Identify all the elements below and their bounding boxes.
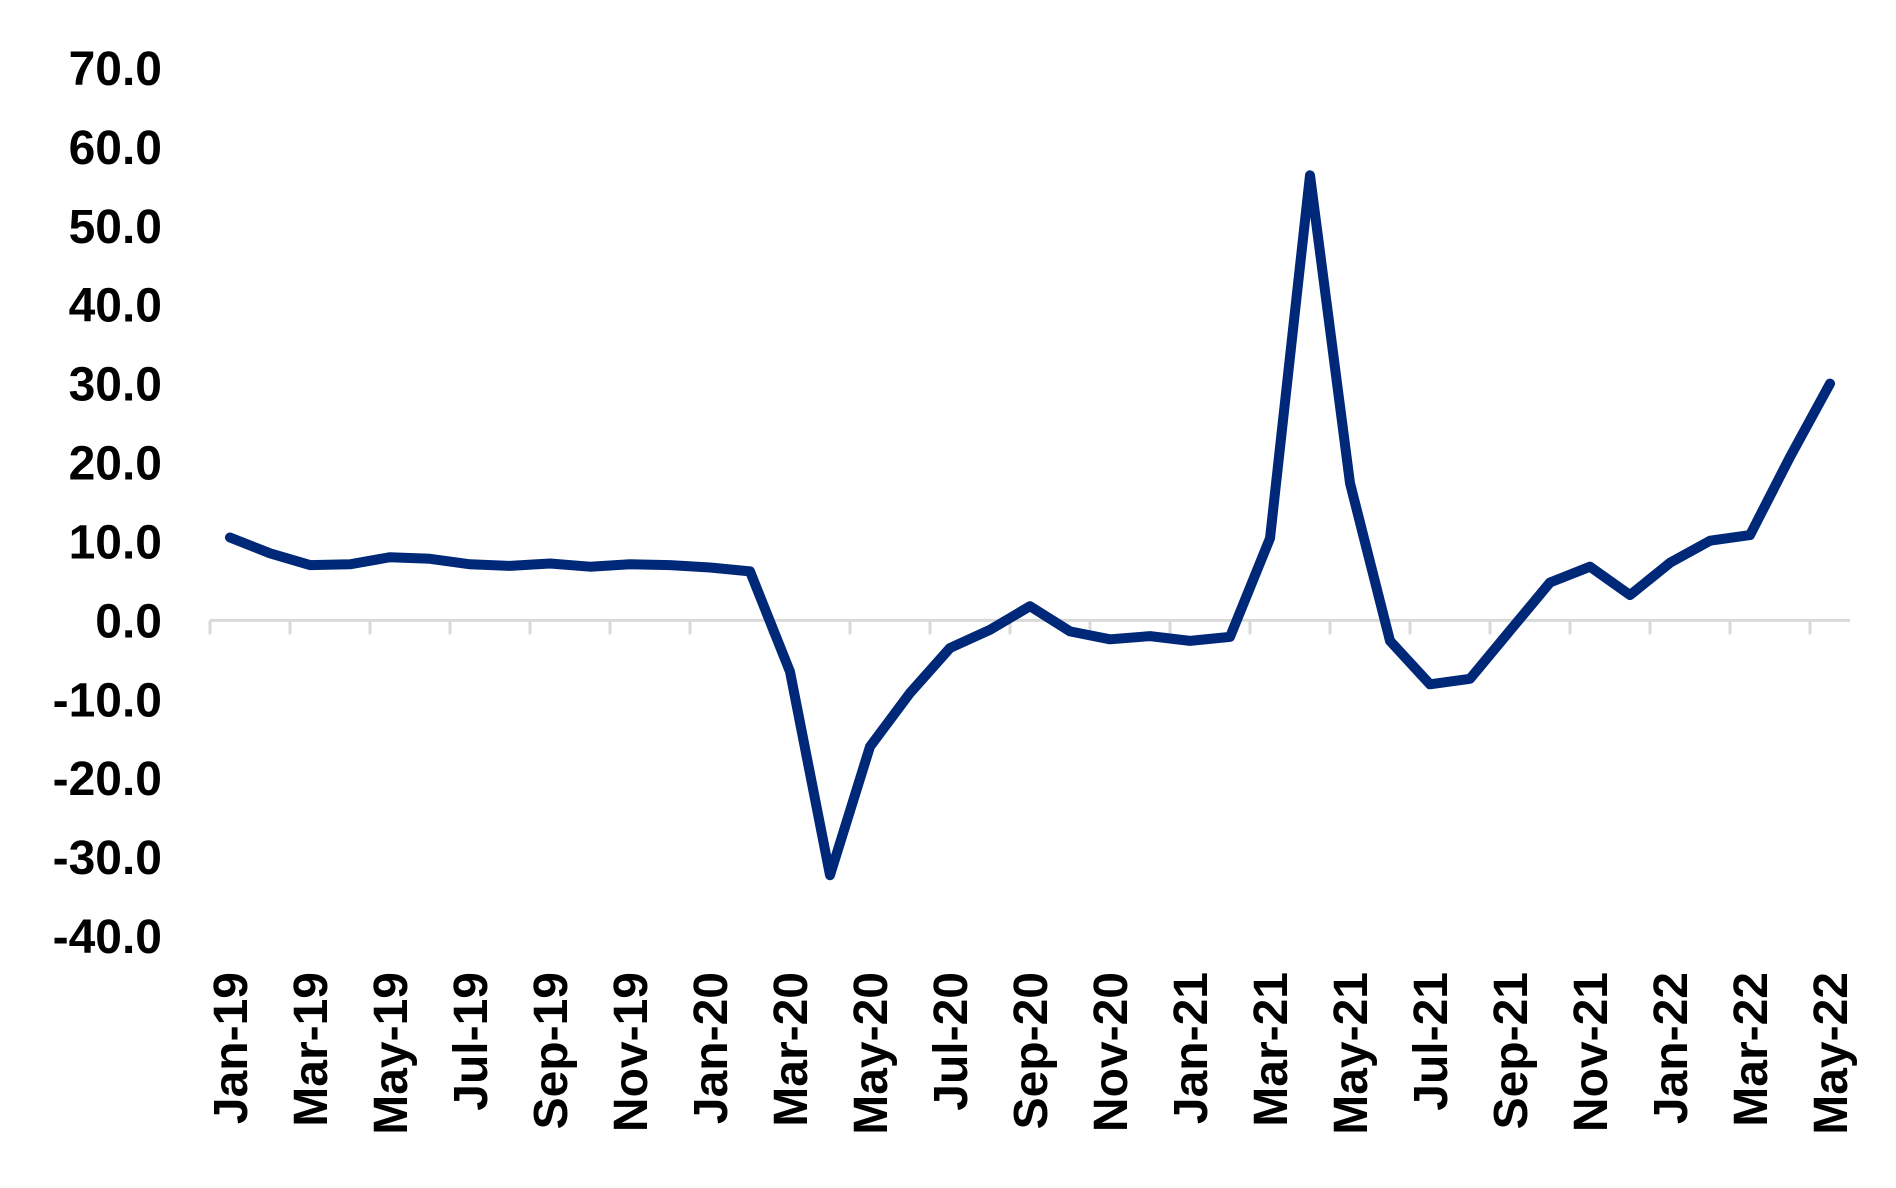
y-tick-label: -10.0 xyxy=(53,674,162,727)
y-tick-label: 40.0 xyxy=(69,280,162,333)
series-line xyxy=(230,175,1830,875)
x-tick-label: Jan-22 xyxy=(1645,972,1698,1124)
y-tick-label: 10.0 xyxy=(69,516,162,569)
x-axis-tick-labels: Jan-19 Mar-19 May-19 Jul-19 Sep-19 Nov-19 Jan-… xyxy=(205,972,1858,1135)
x-tick-label: May-21 xyxy=(1325,972,1378,1135)
x-tick-label: May-19 xyxy=(365,972,418,1135)
y-tick-label: 30.0 xyxy=(69,359,162,412)
y-tick-label: -20.0 xyxy=(53,753,162,806)
x-tick-label: May-22 xyxy=(1805,972,1858,1135)
y-tick-label: 60.0 xyxy=(69,122,162,175)
x-axis xyxy=(210,620,1850,634)
x-tick-label: Nov-20 xyxy=(1085,972,1138,1132)
x-tick-label: Sep-20 xyxy=(1005,972,1058,1129)
x-tick-label: Sep-19 xyxy=(525,972,578,1129)
series-layer xyxy=(230,175,1830,875)
x-tick-label: Sep-21 xyxy=(1485,972,1538,1129)
x-tick-label: Jul-20 xyxy=(925,972,978,1111)
y-tick-label: 20.0 xyxy=(69,438,162,491)
y-tick-label: 0.0 xyxy=(95,595,162,648)
x-tick-label: Jul-19 xyxy=(445,972,498,1111)
x-tick-label: Jan-21 xyxy=(1165,972,1218,1124)
y-tick-label: -30.0 xyxy=(53,832,162,885)
y-tick-label: 50.0 xyxy=(69,201,162,254)
x-tick-label: May-20 xyxy=(845,972,898,1135)
x-tick-label: Mar-22 xyxy=(1725,972,1778,1127)
x-tick-label: Nov-21 xyxy=(1565,972,1618,1132)
y-axis-tick-labels: 70.0 60.0 50.0 40.0 30.0 20.0 10.0 0.0 -10.0 -20.… xyxy=(53,43,162,964)
x-tick-label: Mar-19 xyxy=(285,972,338,1127)
x-tick-label: Mar-21 xyxy=(1245,972,1298,1127)
x-tick-label: Nov-19 xyxy=(605,972,658,1132)
x-tick-label: Jan-19 xyxy=(205,972,258,1124)
y-tick-label: 70.0 xyxy=(69,43,162,96)
x-tick-label: Jul-21 xyxy=(1405,972,1458,1111)
x-tick-label: Jan-20 xyxy=(685,972,738,1124)
x-tick-label: Mar-20 xyxy=(765,972,818,1127)
y-tick-label: -40.0 xyxy=(53,911,162,964)
